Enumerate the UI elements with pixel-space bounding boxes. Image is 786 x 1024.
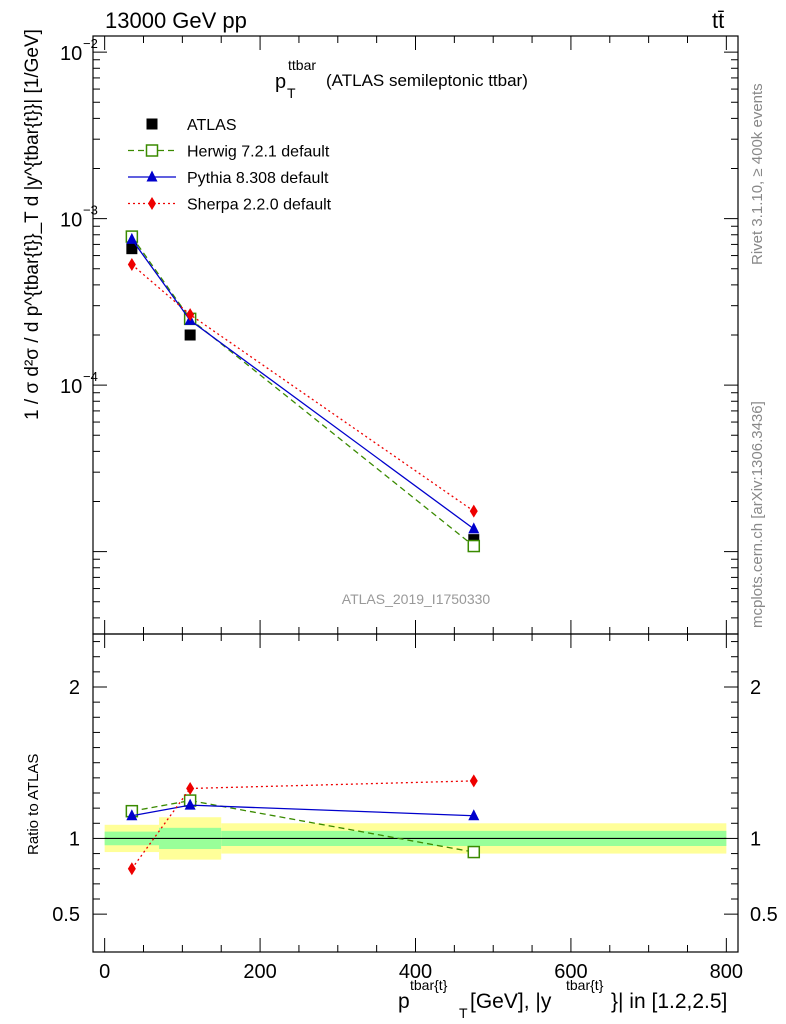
svg-text:tbar{t}: tbar{t} <box>566 977 604 993</box>
analysis-label: ATLAS_2019_I1750330 <box>342 591 491 607</box>
title-sup: ttbar <box>288 57 316 73</box>
svg-text:tbar{t}: tbar{t} <box>410 977 448 993</box>
series-line <box>131 239 475 530</box>
ratio-y-tick-label-right: 2 <box>750 677 761 699</box>
xlabel-end: }| in [1.2,2.5] <box>611 990 727 1013</box>
xlabel-sup1: tbar{t} <box>410 977 448 993</box>
x-tick-label: 200 <box>243 961 276 983</box>
data-point-marker <box>127 862 136 876</box>
energy-label: 13000 GeV pp <box>105 8 247 33</box>
rivet-label: Rivet 3.1.10, ≥ 400k events <box>749 83 766 265</box>
ratio-y-tick-label: 0.5 <box>52 904 80 926</box>
svg-text:p: p <box>275 71 286 93</box>
svg-text:ttbar: ttbar <box>288 57 316 73</box>
data-point-marker <box>126 243 138 255</box>
data-point-marker <box>146 170 158 182</box>
data-point-marker <box>126 809 138 821</box>
title-rest: (ATLAS semileptonic ttbar) <box>326 71 528 90</box>
x-tick-label: 400 <box>399 961 432 983</box>
data-point-marker <box>469 504 478 518</box>
data-point-marker <box>148 197 156 210</box>
main-y-tick-exponent: −3 <box>83 203 98 218</box>
data-point-marker <box>186 781 195 795</box>
data-point-marker <box>126 232 138 244</box>
data-point-marker <box>127 258 136 272</box>
data-point-marker <box>468 534 480 546</box>
xlabel-p: p <box>398 990 410 1013</box>
main-y-tick-label: 10 <box>60 210 82 232</box>
data-point-marker <box>469 774 478 788</box>
data-point-marker <box>467 845 481 859</box>
svg-text:(ATLAS semileptonic ttbar): (ATLAS semileptonic ttbar) <box>326 71 528 90</box>
main-y-axis-ticks: 10−210−310−4 <box>60 36 738 634</box>
legend-label: ATLAS <box>187 117 237 134</box>
data-point-marker <box>467 539 481 553</box>
legend: ATLAS Herwig 7.2.1 default Pythia 8.308 de… <box>128 117 332 214</box>
title-main: p <box>275 71 286 93</box>
ratio-uncertainty-bands <box>104 817 727 860</box>
x-tick-label: 800 <box>710 961 743 983</box>
main-y-tick-exponent: −4 <box>83 369 98 384</box>
data-point-marker <box>146 118 158 130</box>
ratio-series-layer <box>125 774 481 876</box>
process-label: tt̄ <box>712 8 724 33</box>
main-series-layer <box>125 230 481 553</box>
data-point-marker <box>468 809 480 821</box>
mcplots-label: mcplots.cern.ch [arXiv:1306.3436] <box>749 401 766 628</box>
svg-text:[GeV], |y: [GeV], |y <box>470 990 552 1013</box>
x-tick-label: 600 <box>554 961 587 983</box>
ratio-y-tick-label: 1 <box>69 828 80 850</box>
svg-text:T: T <box>287 85 296 101</box>
main-title: p ttbar T (ATLAS semileptonic ttbar) <box>275 57 528 101</box>
main-ylabel: 1 / σ d²σ / d p^{tbar{t}}_T d |y^{tbar{t… <box>22 29 43 420</box>
data-point-marker <box>184 329 196 341</box>
data-point-marker <box>186 308 195 322</box>
legend-label: Sherpa 2.2.0 default <box>187 197 332 214</box>
svg-text:T: T <box>459 1005 468 1021</box>
xlabel-sup2: tbar{t} <box>566 977 604 993</box>
main-y-tick-label: 10 <box>60 43 82 65</box>
main-y-tick-exponent: −2 <box>83 36 98 51</box>
ratio-y-tick-label-right: 0.5 <box>750 904 778 926</box>
xlabel-mid: [GeV], |y <box>470 990 552 1013</box>
legend-label: Herwig 7.2.1 default <box>187 144 330 161</box>
legend-label: Pythia 8.308 default <box>187 170 329 187</box>
ratio-series-line <box>131 799 474 853</box>
data-point-marker <box>184 798 196 810</box>
ratio-y-tick-label: 2 <box>69 677 80 699</box>
data-point-marker <box>145 144 159 157</box>
x-tick-label: 0 <box>99 961 110 983</box>
x-axis-label: p tbar{t} T [GeV], |y tbar{t} }| in [1.2… <box>398 977 727 1021</box>
series-line <box>131 236 475 547</box>
ratio-y-tick-label-right: 1 <box>750 828 761 850</box>
title-sub: T <box>287 85 296 101</box>
svg-text:}| in [1.2,2.5]: }| in [1.2,2.5] <box>611 990 727 1013</box>
svg-text:p: p <box>398 990 410 1013</box>
ratio-ylabel: Ratio to ATLAS <box>25 754 42 855</box>
data-point-marker <box>468 522 480 534</box>
ratio-series-line <box>131 804 474 817</box>
ratio-axis-ticks: 0.5 0.5 1 1 2 2 0 200 400 600 800 <box>52 634 778 983</box>
series-line <box>131 264 475 512</box>
xlabel-sub: T <box>459 1005 468 1021</box>
main-y-tick-label: 10 <box>60 376 82 398</box>
